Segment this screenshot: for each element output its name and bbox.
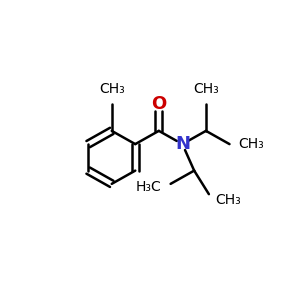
Text: CH₃: CH₃ — [193, 82, 219, 95]
Text: H₃C: H₃C — [136, 180, 162, 194]
Text: O: O — [151, 95, 166, 113]
Text: CH₃: CH₃ — [215, 193, 241, 207]
Text: CH₃: CH₃ — [238, 137, 264, 151]
Text: CH₃: CH₃ — [99, 82, 124, 95]
Text: N: N — [175, 135, 190, 153]
